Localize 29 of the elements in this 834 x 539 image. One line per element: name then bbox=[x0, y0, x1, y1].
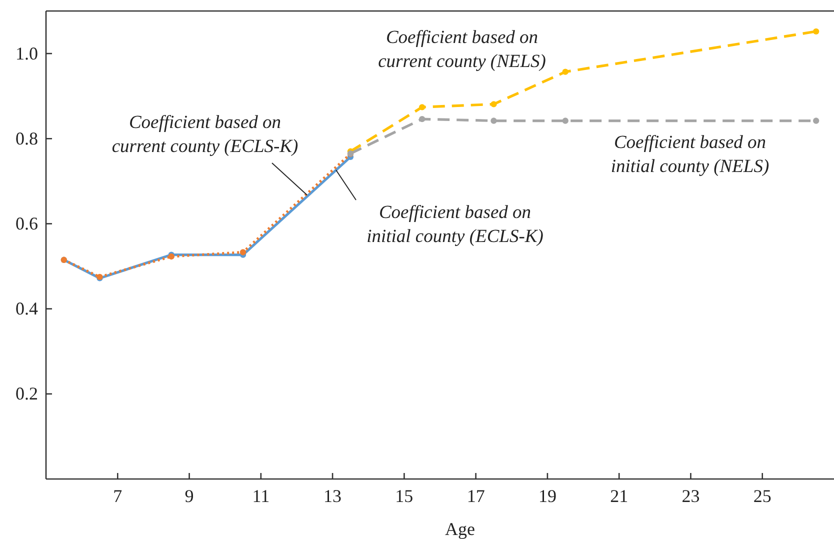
x-tick-label: 15 bbox=[395, 486, 414, 506]
x-tick-label: 17 bbox=[466, 486, 485, 506]
point bbox=[813, 28, 820, 35]
point bbox=[562, 118, 568, 124]
x-tick-label: 19 bbox=[538, 486, 556, 506]
point bbox=[419, 116, 426, 122]
y-tick-label: 0.4 bbox=[16, 298, 38, 319]
y-tick-label: 0.8 bbox=[16, 128, 38, 148]
y-tick-label: 0.6 bbox=[16, 213, 38, 234]
x-tick-label: 7 bbox=[113, 486, 122, 506]
x-tick-label: 21 bbox=[610, 486, 628, 506]
series-label: Coefficient based on initial county (NELS) bbox=[610, 133, 770, 177]
series-label: Coefficient based on current county (ECLS-K) bbox=[112, 113, 298, 157]
point bbox=[562, 68, 568, 75]
point bbox=[490, 101, 497, 108]
point bbox=[813, 118, 820, 124]
x-tick-label: 25 bbox=[753, 486, 772, 506]
x-tick-label: 13 bbox=[324, 486, 342, 506]
x-tick-label: 11 bbox=[252, 486, 270, 506]
text: Coefficient based on initial county (ECLS-K) bbox=[366, 203, 544, 247]
x-tick-label: 9 bbox=[184, 486, 194, 506]
y-tick-label: 0.2 bbox=[16, 384, 38, 404]
point bbox=[240, 249, 246, 256]
y-tick-label: 1.0 bbox=[16, 43, 38, 64]
series-label: Coefficient based on current county (NELS) bbox=[378, 28, 546, 72]
point bbox=[490, 118, 497, 124]
x-axis-title: Age bbox=[445, 519, 475, 539]
x-tick-label: 23 bbox=[682, 486, 700, 506]
point bbox=[419, 104, 426, 110]
